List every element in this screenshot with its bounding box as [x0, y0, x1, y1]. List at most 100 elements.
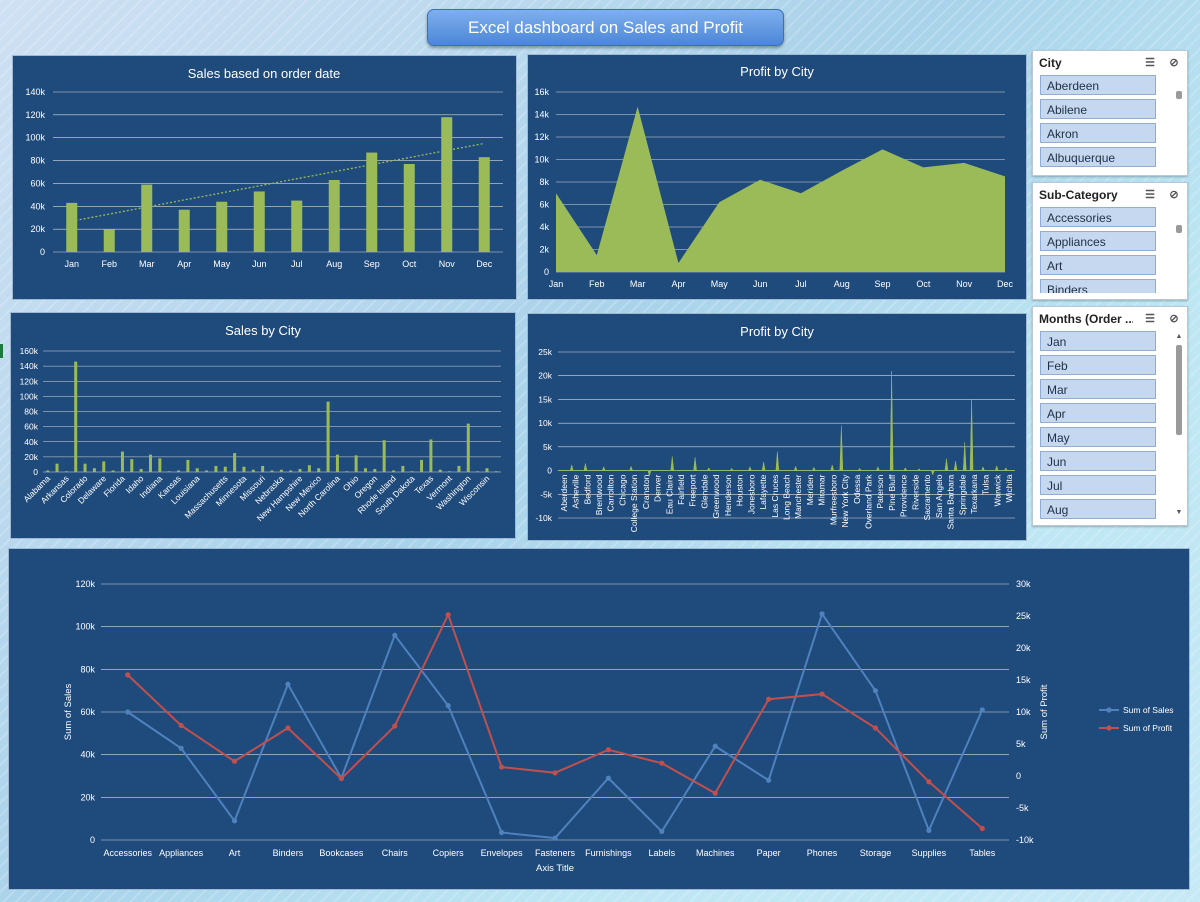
legend-marker — [1106, 707, 1112, 713]
x-tick-label: Providence — [899, 474, 909, 517]
y-tick-label: 8k — [539, 177, 549, 187]
clear-filter-icon[interactable]: ⊘ — [1169, 57, 1179, 69]
month-item[interactable]: May — [1040, 427, 1156, 447]
y-tick-label: 25k — [538, 347, 552, 357]
chart-sales-by-state[interactable]: Sales by City 0 20k 40k 60k 80k 100k 120k 140k 16… — [10, 312, 516, 539]
subcategory-slicer-list: Accessories Appliances Art Binders — [1033, 207, 1187, 293]
month-item[interactable]: Apr — [1040, 403, 1156, 423]
profit-detail-svg: Profit by City -10k -5k 0 5k 10k 15k 20k 25k Aber… — [535, 324, 1015, 532]
sales-profit-svg: 0 20k 40k 60k 80k 100k 120k -10k -5k 0 5k 10k 15k 20k… — [63, 579, 1174, 874]
bar — [441, 117, 453, 252]
month-item[interactable]: Jan — [1040, 331, 1156, 351]
months-scroll-thumb[interactable] — [1176, 345, 1182, 435]
x-tick-label: Chairs — [382, 848, 409, 858]
y-tick-label: 40k — [80, 750, 95, 760]
chart-sales-by-month[interactable]: Sales based on order date 0 20k 40k 60k 80k 10… — [12, 55, 517, 300]
y2-tick-label: 5k — [1016, 739, 1026, 749]
x-tick-label: Envelopes — [481, 848, 524, 858]
subcategory-item[interactable]: Accessories — [1040, 207, 1156, 227]
x-tick-label: Phones — [807, 848, 838, 858]
bar — [401, 465, 405, 472]
chart-profit-by-city-area[interactable]: Profit by City 0 2k 4k 6k 8k 10k 12k 14k 16k Jan Fe… — [527, 54, 1027, 300]
city-item[interactable]: Aberdeen — [1040, 75, 1156, 95]
chart-title: Sales based on order date — [188, 66, 341, 81]
chart-profit-by-city-detail[interactable]: Profit by City -10k -5k 0 5k 10k 15k 20k 25k Aber… — [527, 313, 1027, 541]
bar — [253, 191, 265, 252]
y-tick-label: 120k — [20, 376, 39, 386]
data-point — [872, 725, 879, 731]
data-point — [926, 827, 932, 833]
y-tick-label: 10k — [538, 418, 552, 428]
y2-axis-label: Sum of Profit — [1039, 684, 1050, 739]
city-slicer-list: Aberdeen Abilene Akron Albuquerque — [1033, 75, 1187, 171]
y-tick-label: 15k — [538, 394, 552, 404]
multi-select-icon[interactable]: ☰ — [1145, 313, 1155, 325]
city-item[interactable]: Abilene — [1040, 99, 1156, 119]
city-slicer[interactable]: City ☰ ⊘ Aberdeen Abilene Akron Albuquer… — [1032, 50, 1188, 176]
month-item[interactable]: Feb — [1040, 355, 1156, 375]
clear-filter-icon[interactable]: ⊘ — [1169, 189, 1179, 201]
x-tick-label: Supplies — [912, 848, 947, 858]
month-item[interactable]: Jul — [1040, 475, 1156, 495]
bar — [242, 466, 246, 472]
bar — [64, 471, 68, 472]
x-tick-label: Carrollton — [606, 474, 616, 511]
x-tick-label: Manchester — [793, 474, 803, 519]
bar — [55, 463, 59, 472]
month-item[interactable]: Jun — [1040, 451, 1156, 471]
subcategory-item[interactable]: Appliances — [1040, 231, 1156, 251]
scroll-up-icon[interactable]: ▲ — [1175, 333, 1183, 340]
subcategory-item[interactable]: Binders — [1040, 279, 1156, 293]
y2-tick-label: 25k — [1016, 611, 1031, 621]
x-tick-label: Aug — [834, 279, 850, 289]
data-point — [445, 612, 451, 618]
months-scrollbar[interactable]: ▲ ▼ — [1175, 333, 1183, 519]
x-tick-label: Binders — [273, 848, 304, 858]
month-item[interactable]: Aug — [1040, 499, 1156, 519]
multi-select-icon[interactable]: ☰ — [1145, 189, 1155, 201]
subcategory-slicer[interactable]: Sub-Category ☰ ⊘ Accessories Appliances … — [1032, 182, 1188, 300]
city-item[interactable]: Akron — [1040, 123, 1156, 143]
bar — [66, 202, 78, 252]
cell-selection-marker — [0, 344, 3, 358]
bar — [195, 468, 199, 472]
x-tick-label: Glendale — [699, 474, 709, 508]
bar — [420, 459, 424, 472]
clear-filter-icon[interactable]: ⊘ — [1169, 313, 1179, 325]
data-point — [445, 703, 451, 709]
bar — [366, 152, 378, 252]
x-tick-label: Jun — [252, 259, 267, 269]
data-point — [872, 688, 879, 694]
subcategory-scrollbar[interactable] — [1175, 209, 1183, 289]
y-tick-label: 16k — [534, 87, 549, 97]
bar — [130, 459, 134, 472]
x-tick-label: Labels — [649, 848, 676, 858]
bar — [345, 471, 349, 472]
multi-select-icon[interactable]: ☰ — [1145, 57, 1155, 69]
x-tick-label: Oct — [402, 259, 417, 269]
month-item[interactable]: Mar — [1040, 379, 1156, 399]
x-tick-label: Copiers — [433, 848, 465, 858]
trendline — [71, 142, 485, 222]
months-slicer-title: Months (Order ... — [1039, 312, 1133, 326]
data-point — [125, 709, 131, 715]
x-tick-label: Riverside — [910, 474, 920, 510]
chart-sales-profit-subcategory[interactable]: 0 20k 40k 60k 80k 100k 120k -10k -5k 0 5k 10k 15k 20k… — [8, 548, 1190, 890]
bar — [46, 470, 50, 472]
x-tick-label: Lafayette — [758, 474, 768, 509]
y-tick-label: 40k — [24, 437, 38, 447]
city-scrollbar[interactable] — [1175, 77, 1183, 167]
bar — [317, 468, 321, 472]
bar — [103, 229, 115, 252]
profit-area-svg: Profit by City 0 2k 4k 6k 8k 10k 12k 14k 16k Jan Fe… — [534, 64, 1013, 289]
data-point — [659, 828, 665, 835]
x-tick-label: Murfreesboro — [828, 474, 838, 525]
subcategory-item[interactable]: Art — [1040, 255, 1156, 275]
y-tick-label: 2k — [539, 245, 549, 255]
city-scroll-thumb[interactable] — [1176, 91, 1182, 99]
city-item[interactable]: Albuquerque — [1040, 147, 1156, 167]
scroll-down-icon[interactable]: ▼ — [1175, 509, 1183, 516]
months-slicer[interactable]: Months (Order ... ☰ ⊘ Jan Feb Mar Apr Ma… — [1032, 306, 1188, 526]
subcategory-scroll-thumb[interactable] — [1176, 225, 1182, 233]
y-tick-label: -5k — [540, 489, 553, 499]
